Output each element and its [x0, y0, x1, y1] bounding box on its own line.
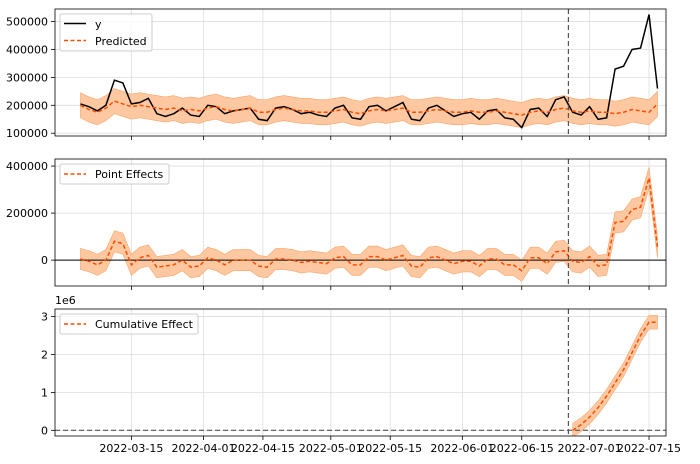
- legend-cumulative: Cumulative Effect: [59, 313, 199, 335]
- xtick-label-0: 2022-03-15: [99, 442, 163, 455]
- xtick-label-6: 2022-06-15: [490, 442, 554, 455]
- ytick-label-original-2: 300000: [6, 71, 48, 84]
- xtick-label-7: 2022-07-01: [558, 442, 622, 455]
- band-area-original: [80, 88, 658, 128]
- ytick-label-original-1: 200000: [6, 99, 48, 112]
- band-pointwise: [80, 167, 658, 282]
- series-line-original-predicted: [80, 100, 659, 116]
- ytick-label-pointwise-0: 0: [41, 254, 48, 267]
- xtick-label-3: 2022-05-01: [299, 442, 363, 455]
- ytick-label-pointwise-2: 400000: [6, 160, 48, 173]
- band-area-pointwise: [80, 167, 658, 282]
- band-area-cumulative: [572, 315, 658, 436]
- ytick-label-original-3: 400000: [6, 43, 48, 56]
- legend-label-predicted: Predicted: [95, 35, 147, 48]
- series-line-pointwise-point-effects: [80, 177, 659, 272]
- axes-frame-original: [54, 8, 667, 137]
- legend-original: y Predicted: [59, 13, 153, 52]
- legend-label-cumulative: Cumulative Effect: [95, 318, 194, 331]
- scale-label-cumulative: 1e6: [55, 294, 76, 307]
- ytick-label-pointwise-1: 200000: [6, 207, 48, 220]
- lines-pointwise: [80, 177, 659, 272]
- y-axis-cumulative: 0 1 2 3: [41, 311, 55, 437]
- xtick-label-8: 2022-07-15: [617, 442, 681, 455]
- ytick-label-cumulative-3: 3: [41, 311, 48, 324]
- panel-cumulative: 0 1 2 3 1e6 Cumulative Effect: [41, 294, 667, 437]
- y-axis-pointwise: 0 200000 400000: [6, 160, 55, 267]
- legend-label-point-effects: Point Effects: [95, 168, 163, 181]
- legend-label-y: y: [95, 18, 102, 31]
- series-line-original-y: [80, 14, 659, 129]
- ytick-label-original-4: 500000: [6, 16, 48, 29]
- legend-box-pointwise: [59, 163, 170, 185]
- band-original: [80, 88, 658, 128]
- y-axis-original: 100000 200000 300000 400000 500000: [6, 16, 55, 140]
- panel-original: 100000 200000 300000 400000 500000 y Predict…: [6, 8, 667, 140]
- xtick-label-4: 2022-05-15: [358, 442, 422, 455]
- axes-frame-cumulative: [54, 308, 667, 437]
- ytick-label-cumulative-0: 0: [41, 424, 48, 437]
- xtick-label-2: 2022-04-15: [231, 442, 295, 455]
- axes-frame-pointwise: [54, 158, 667, 287]
- band-cumulative: [572, 315, 658, 436]
- lines-original: [80, 14, 659, 129]
- legend-box-cumulative: [59, 313, 199, 335]
- ytick-label-original-0: 100000: [6, 127, 48, 140]
- xtick-label-1: 2022-04-01: [172, 442, 236, 455]
- ytick-label-cumulative-1: 1: [41, 386, 48, 399]
- xtick-label-5: 2022-06-01: [430, 442, 494, 455]
- panel-pointwise: 0 200000 400000 Point Effects: [6, 158, 667, 287]
- legend-pointwise: Point Effects: [59, 163, 170, 185]
- ytick-label-cumulative-2: 2: [41, 348, 48, 361]
